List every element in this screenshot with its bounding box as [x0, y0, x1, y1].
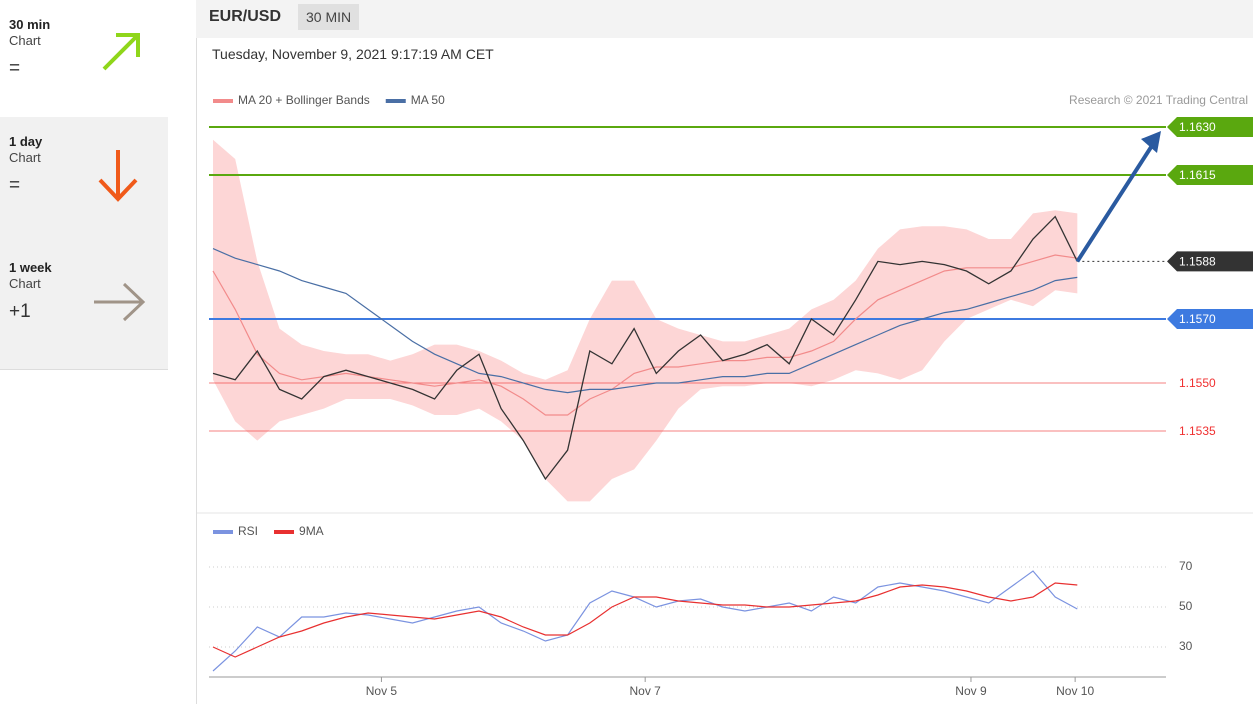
- sidebar-item[interactable]: 1 week Chart +1: [0, 243, 168, 370]
- indicator-line: [212, 582, 1078, 658]
- y-tick-label: 30: [1179, 639, 1193, 653]
- label: Chart: [9, 150, 41, 165]
- period: 1 day: [9, 134, 43, 149]
- legend-swatch: [274, 530, 295, 534]
- x-tick-label: Nov 9: [955, 684, 987, 698]
- legend-swatch: [213, 99, 233, 103]
- target-arrow: [1075, 139, 1157, 263]
- legend-label: MA 50: [411, 93, 445, 107]
- legend-label: RSI: [238, 524, 258, 538]
- legend-swatch: [385, 99, 406, 103]
- status: =: [9, 58, 21, 79]
- label: Chart: [9, 276, 41, 291]
- ma-line: [212, 248, 1078, 394]
- legend-label: MA 20 + Bollinger Bands: [238, 93, 370, 107]
- ma-line: [212, 254, 1078, 416]
- sidebar-item[interactable]: 30 min Chart =: [0, 0, 168, 118]
- level-tag: [1167, 117, 1253, 137]
- bollinger-band: [213, 139, 1078, 502]
- level-tag: [1167, 165, 1253, 185]
- trend-arrow: [102, 33, 140, 71]
- symbol: EUR/USD: [209, 8, 282, 25]
- status: =: [9, 175, 21, 196]
- level-tag: [1167, 251, 1253, 272]
- sidebar-item[interactable]: 1 day Chart =: [0, 117, 168, 244]
- period: 30 min: [9, 17, 51, 32]
- legend-label: 9MA: [299, 524, 324, 538]
- trend-arrow: [94, 282, 146, 322]
- x-tick-label: Nov 10: [1056, 684, 1094, 698]
- credit: Research © 2021 Trading Central: [1069, 93, 1248, 107]
- y-tick-label: 50: [1179, 599, 1193, 613]
- interval[interactable]: 30 MIN: [298, 4, 360, 30]
- x-tick-label: Nov 5: [366, 684, 398, 698]
- period: 1 week: [9, 260, 52, 275]
- price-line: [212, 215, 1078, 481]
- timestamp: Tuesday, November 9, 2021 9:17:19 AM CET: [212, 46, 494, 62]
- level-label: 1.1570: [1179, 312, 1216, 326]
- trend-arrow: [98, 150, 138, 202]
- level-label: 1.1550: [1179, 376, 1216, 390]
- label: Chart: [9, 33, 41, 48]
- target-arrowhead: [1141, 131, 1161, 153]
- level-tag: [1167, 309, 1253, 329]
- indicator-line: [212, 570, 1078, 672]
- x-tick-label: Nov 7: [629, 684, 661, 698]
- level-label: 1.1615: [1179, 168, 1216, 182]
- level-label: 1.1535: [1179, 424, 1216, 438]
- y-tick-label: 70: [1179, 559, 1193, 573]
- level-label: 1.1588: [1179, 255, 1216, 269]
- chart: 1.1630 1.1615 1.1588 1.1570 1.1550 1.1535 MA 2…: [196, 38, 1253, 704]
- status: +1: [9, 301, 31, 322]
- header: EUR/USD 30 MIN: [196, 0, 1253, 38]
- level-label: 1.1630: [1179, 120, 1216, 134]
- legend-swatch: [213, 530, 233, 534]
